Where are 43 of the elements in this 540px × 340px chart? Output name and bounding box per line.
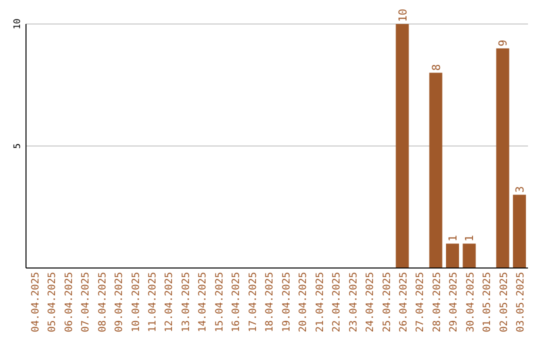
x-tick-label: 28.04.2025 (432, 272, 443, 332)
data-label: 8 (430, 64, 443, 71)
x-tick-label: 19.04.2025 (281, 272, 292, 332)
data-label: 9 (496, 40, 510, 46)
x-tick-label: 12.04.2025 (164, 272, 176, 332)
x-tick-label: 01.05.2025 (482, 272, 494, 332)
x-tick-label: 07.04.2025 (80, 272, 92, 332)
x-tick-label: 13.04.2025 (180, 272, 192, 332)
x-tick-label: 15.04.2025 (214, 272, 226, 332)
x-tick-label: 20.04.2025 (298, 272, 310, 332)
x-tick-label: 09.04.2025 (114, 272, 126, 332)
x-tick-label: 22.04.2025 (332, 272, 343, 332)
data-label: 3 (513, 186, 526, 193)
x-tick-label: 25.04.2025 (382, 272, 393, 332)
x-tick-label: 27.04.2025 (415, 272, 426, 332)
x-tick-label: 14.04.2025 (198, 272, 209, 332)
x-tick-label: 24.04.2025 (365, 272, 376, 332)
bar (512, 194, 526, 268)
data-label: 10 (396, 8, 410, 22)
x-tick-label: 05.04.2025 (47, 272, 58, 332)
x-tick-label: 02.05.2025 (498, 272, 510, 332)
data-label: 1 (463, 234, 476, 242)
y-tick-label: 5 (13, 143, 23, 149)
x-tick-label: 16.04.2025 (231, 272, 242, 332)
x-tick-label: 03.05.2025 (516, 272, 527, 332)
bar (496, 48, 510, 268)
bar (446, 244, 460, 268)
bar (462, 244, 476, 268)
x-tick-label: 08.04.2025 (97, 272, 108, 332)
bar (396, 24, 409, 268)
x-tick-label: 04.04.2025 (30, 272, 42, 332)
x-tick-label: 29.04.2025 (448, 272, 460, 332)
x-tick-label: 06.04.2025 (64, 272, 75, 332)
x-tick-label: 30.04.2025 (465, 272, 476, 332)
x-tick-label: 17.04.2025 (248, 272, 259, 332)
x-tick-label: 18.04.2025 (264, 272, 276, 332)
x-tick-label: 21.04.2025 (314, 272, 326, 332)
x-tick-label: 11.04.2025 (148, 272, 158, 332)
x-tick-label: 23.04.2025 (348, 272, 360, 332)
data-label: 1 (446, 234, 460, 242)
x-tick-label: 10.04.2025 (130, 272, 142, 332)
x-tick-label: 26.04.2025 (398, 272, 410, 332)
bar (429, 72, 442, 268)
